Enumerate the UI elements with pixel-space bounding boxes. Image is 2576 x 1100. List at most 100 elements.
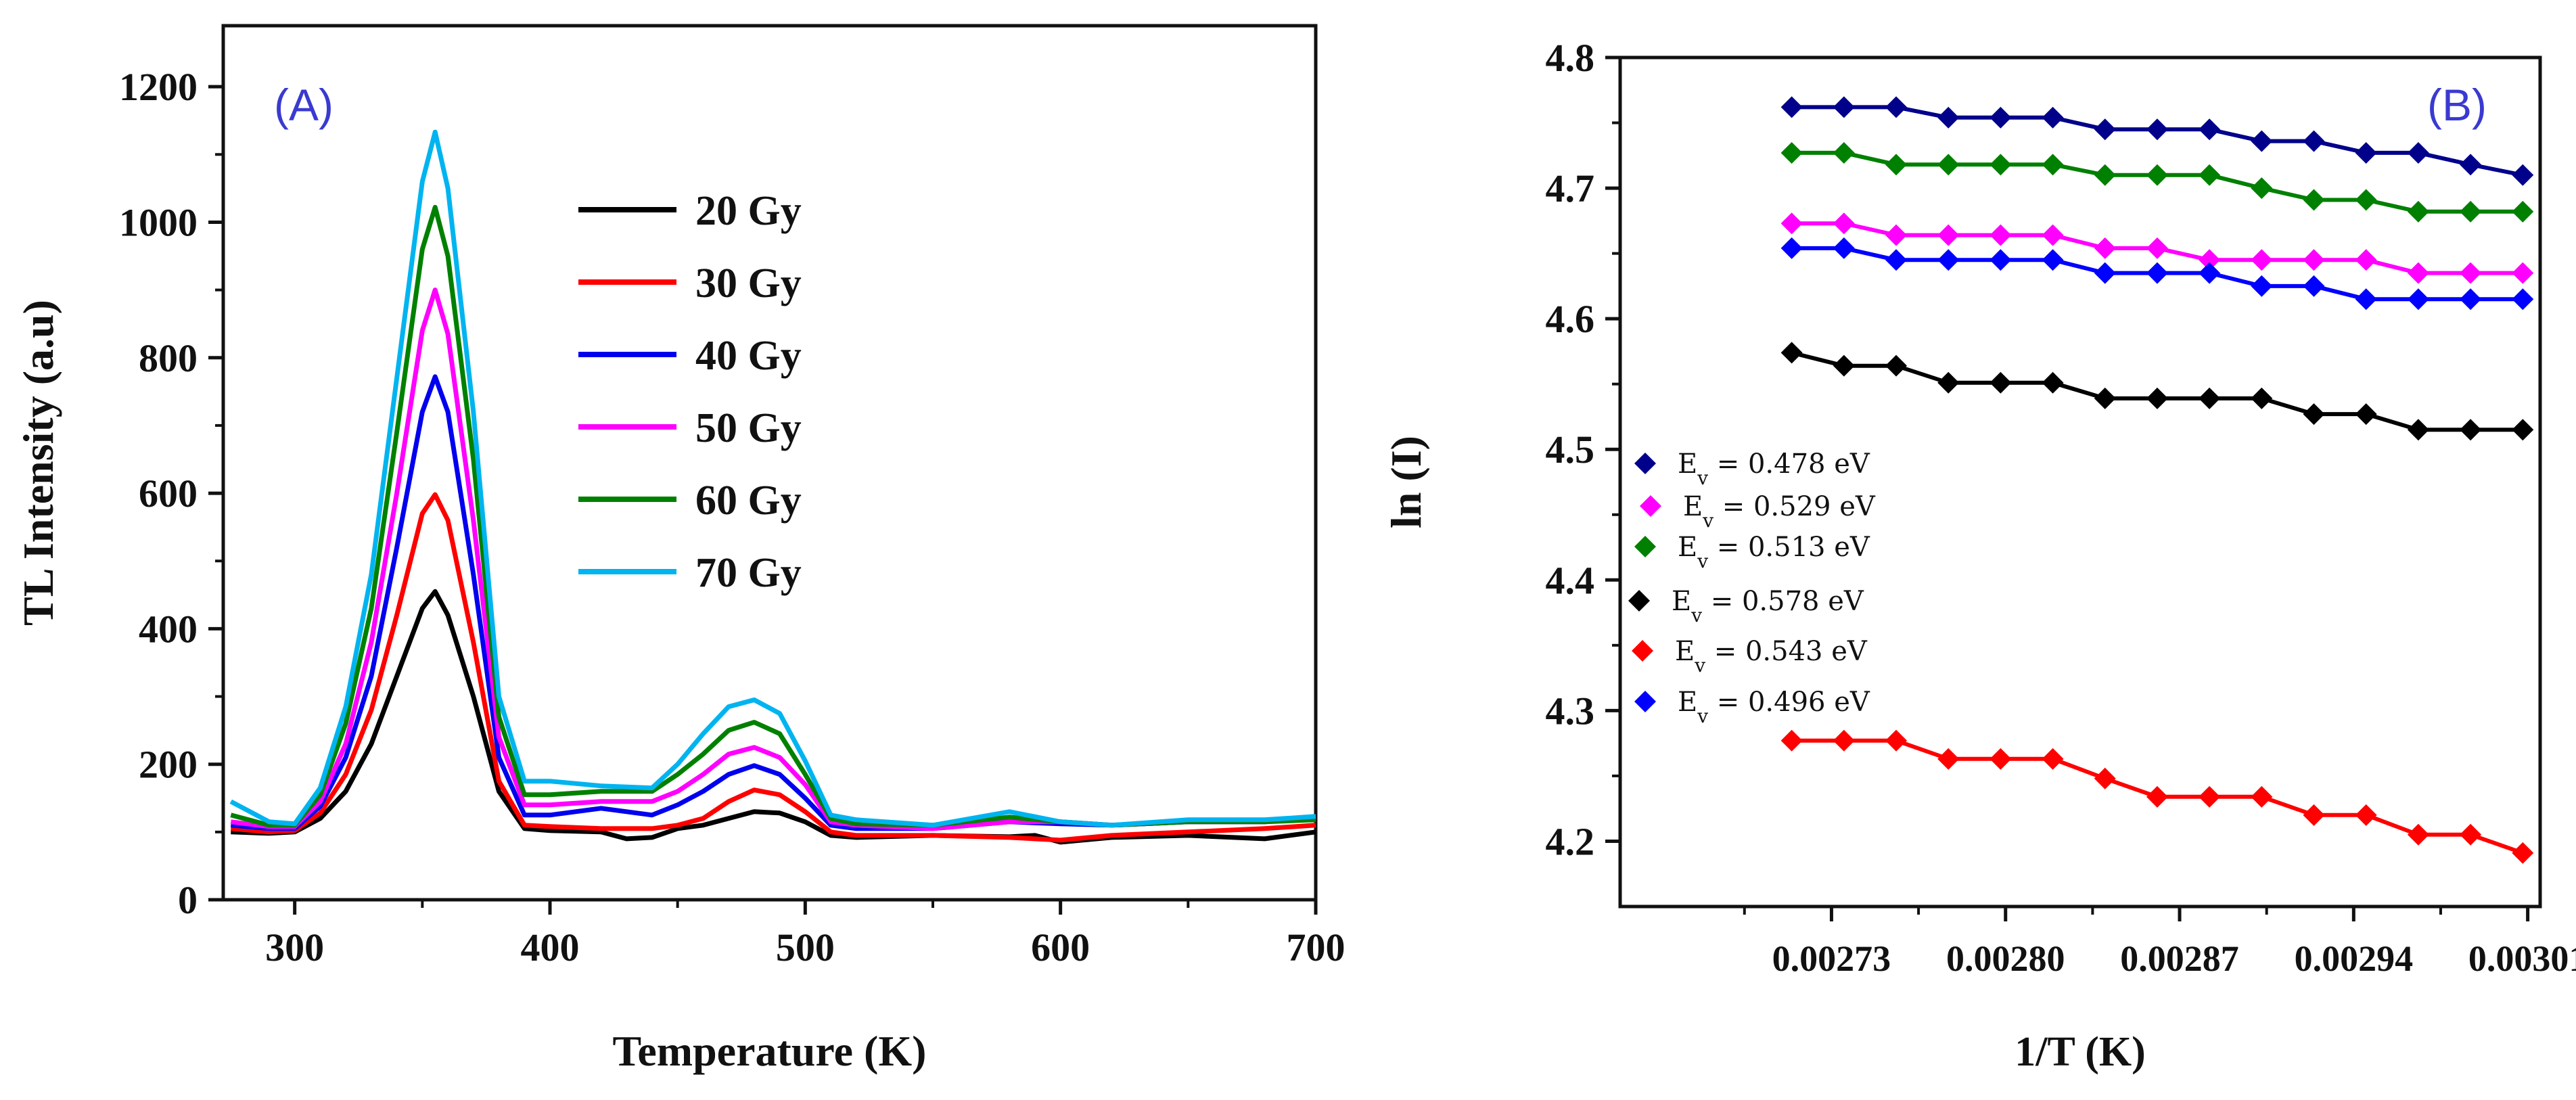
legend-label-b: Ev = 0.543 eV	[1675, 636, 1868, 677]
data-point-ev-0.513	[2251, 177, 2273, 200]
data-point-ev-0.578	[2094, 387, 2116, 409]
data-point-ev-0.496	[2303, 275, 2325, 297]
series-line-30-gy	[230, 492, 1316, 843]
data-point-ev-0.496	[2042, 249, 2064, 271]
series-line-20-gy	[231, 589, 1316, 845]
legend-label-a: 50 Gy	[695, 405, 802, 451]
plot-frame-a	[221, 24, 1318, 902]
data-point-ev-0.513	[1885, 154, 1907, 176]
data-point-ev-0.478	[2512, 164, 2534, 186]
data-point-ev-0.578	[2251, 387, 2273, 409]
data-point-ev-0.529	[2303, 249, 2325, 271]
data-point-ev-0.496	[1990, 249, 2012, 271]
panel-b-ln-i-vs-inverse-t: 0.00273 0.00280 0.00287 0.00294 0.00301 4.2 4.…	[1382, 36, 2576, 1075]
data-point-ev-0.478	[2407, 141, 2429, 164]
panel-a-tl-glow-curves: 300 400 500 600 700 0 200 400 600 800 1000 1200 Temp…	[14, 24, 1346, 1075]
legend-label-b: Ev = 0.578 eV	[1672, 586, 1864, 626]
y-tick-label-b: 4.2	[1546, 819, 1595, 863]
panel-label-b: (B)	[2427, 80, 2487, 130]
legend-marker-b	[1634, 691, 1656, 712]
y-tick-label-b: 4.5	[1546, 428, 1595, 472]
data-point-ev-0.478	[2042, 106, 2064, 129]
legend-label-a: 40 Gy	[695, 333, 802, 379]
legend-marker-b	[1632, 640, 1653, 662]
data-point-ev-0.496	[2146, 262, 2168, 284]
data-point-ev-0.578	[1885, 354, 1907, 377]
data-point-ev-0.513	[1990, 154, 2012, 176]
x-axis-title-a: Temperature (K)	[613, 1027, 927, 1075]
y-tick-label-a: 1000	[119, 200, 198, 244]
data-point-ev-0.543	[2251, 785, 2273, 808]
y-tick-label-b: 4.4	[1546, 558, 1595, 602]
y-tick-label-b: 4.3	[1546, 689, 1595, 733]
data-point-ev-0.578	[2146, 387, 2168, 409]
y-tick-label-a: 200	[139, 743, 198, 787]
data-point-ev-0.529	[1885, 224, 1907, 246]
data-point-ev-0.529	[1780, 212, 1803, 235]
y-axis-title-b: ln (I)	[1382, 436, 1430, 528]
x-tick-label-b: 0.00287	[2120, 938, 2239, 979]
data-point-ev-0.578	[2355, 403, 2377, 426]
data-point-ev-0.543	[2355, 804, 2377, 826]
data-point-ev-0.513	[1780, 141, 1803, 164]
data-point-ev-0.513	[2199, 164, 2221, 186]
data-point-ev-0.543	[2407, 823, 2429, 846]
series-line-70-gy	[229, 129, 1316, 828]
data-point-ev-0.513	[2094, 164, 2116, 186]
legend-label-a: 20 Gy	[695, 188, 802, 234]
data-point-ev-0.578	[1937, 371, 1960, 394]
series-line-60-gy	[230, 204, 1316, 828]
legend-label-a: 30 Gy	[695, 260, 802, 306]
data-point-ev-0.478	[2355, 141, 2377, 164]
x-tick-label-a: 500	[776, 925, 835, 969]
data-point-ev-0.513	[1937, 154, 1960, 176]
data-point-ev-0.496	[2460, 288, 2482, 311]
legend-label-b: Ev = 0.513 eV	[1678, 532, 1870, 572]
y-tick-label-b: 4.7	[1546, 166, 1595, 210]
data-point-ev-0.478	[2251, 130, 2273, 152]
y-axis-title-a: TL Intensity (a.u)	[14, 300, 62, 626]
data-point-ev-0.529	[2355, 249, 2377, 271]
data-point-ev-0.578	[2460, 419, 2482, 441]
y-tick-label-b: 4.8	[1546, 36, 1595, 80]
data-point-ev-0.529	[2094, 237, 2116, 259]
data-point-ev-0.578	[1780, 342, 1803, 364]
legend-marker-b	[1634, 536, 1656, 557]
x-tick-label-b: 0.00280	[1946, 938, 2065, 979]
data-point-ev-0.578	[2303, 403, 2325, 426]
data-point-ev-0.496	[2407, 288, 2429, 311]
data-point-ev-0.543	[1833, 729, 1855, 752]
data-point-ev-0.543	[2146, 785, 2168, 808]
legend-marker-b	[1634, 453, 1656, 474]
legend-marker-b	[1628, 590, 1650, 612]
data-point-ev-0.478	[1885, 96, 1907, 118]
x-axis-title-b: 1/T (K)	[2015, 1029, 2145, 1075]
data-point-ev-0.478	[1780, 96, 1803, 118]
x-tick-label-a: 600	[1031, 925, 1090, 969]
data-point-ev-0.478	[2460, 154, 2482, 176]
data-point-ev-0.513	[2042, 154, 2064, 176]
legend-label-b: Ev = 0.529 eV	[1683, 491, 1876, 532]
data-point-ev-0.496	[1833, 237, 1855, 259]
data-point-ev-0.478	[1937, 106, 1960, 129]
data-point-ev-0.578	[2042, 371, 2064, 394]
x-tick-label-b: 0.00273	[1772, 938, 1891, 979]
data-point-ev-0.543	[1885, 729, 1907, 752]
y-tick-label-b: 4.6	[1546, 297, 1595, 341]
data-point-ev-0.478	[2303, 130, 2325, 152]
data-point-ev-0.529	[2460, 262, 2482, 284]
y-tick-label-a: 800	[139, 336, 198, 380]
data-point-ev-0.478	[2146, 118, 2168, 141]
data-point-ev-0.543	[1990, 748, 2012, 770]
y-tick-label-a: 600	[139, 472, 198, 515]
data-point-ev-0.496	[2355, 288, 2377, 311]
data-point-ev-0.513	[2355, 189, 2377, 211]
data-point-ev-0.529	[2042, 224, 2064, 246]
y-tick-label-a: 400	[139, 607, 198, 651]
data-point-ev-0.529	[2251, 249, 2273, 271]
data-point-ev-0.513	[2460, 200, 2482, 223]
x-tick-label-b: 0.00301	[2468, 938, 2576, 979]
data-point-ev-0.513	[2146, 164, 2168, 186]
data-point-ev-0.478	[2094, 118, 2116, 141]
